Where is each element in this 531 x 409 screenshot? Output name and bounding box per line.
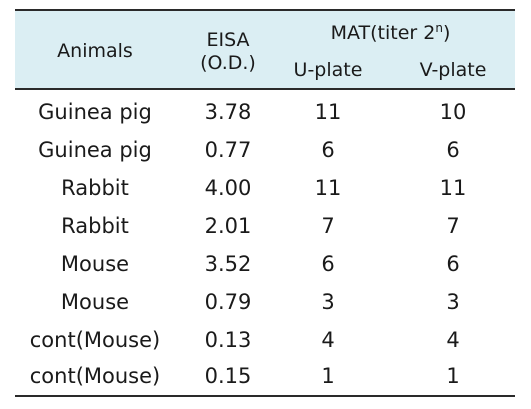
cell-v-plate: 7 xyxy=(446,214,460,238)
table-row: Guinea pig 3.78 11 10 xyxy=(15,94,515,132)
cell-v-plate: 11 xyxy=(439,176,467,200)
cell-u-plate: 11 xyxy=(314,176,342,200)
cell-v-plate: 6 xyxy=(446,252,460,276)
cell-v-plate: 6 xyxy=(446,138,460,162)
header-u-plate: U-plate xyxy=(293,59,363,81)
cell-animal: Rabbit xyxy=(61,214,129,238)
header-mat-exponent: n xyxy=(435,21,443,35)
cell-animal: Rabbit xyxy=(61,176,129,200)
header-mat-suffix: ) xyxy=(442,22,451,44)
top-rule xyxy=(15,9,515,11)
header-animals: Animals xyxy=(57,40,133,62)
cell-u-plate: 6 xyxy=(321,138,335,162)
cell-v-plate: 10 xyxy=(439,100,467,124)
cell-eisa: 0.15 xyxy=(204,364,252,388)
cell-u-plate: 1 xyxy=(321,364,335,388)
header-v-plate: V-plate xyxy=(419,59,487,81)
cell-v-plate: 1 xyxy=(446,364,460,388)
header-eisa: EISA xyxy=(206,29,250,51)
table-row: Mouse 3.52 6 6 xyxy=(15,246,515,284)
cell-eisa: 4.00 xyxy=(204,176,252,200)
cell-animal: Mouse xyxy=(60,290,130,314)
cell-v-plate: 3 xyxy=(446,290,460,314)
cell-animal: cont(Mouse) xyxy=(29,364,161,388)
table-row: Rabbit 2.01 7 7 xyxy=(15,208,515,246)
cell-eisa: 2.01 xyxy=(204,214,252,238)
cell-eisa: 0.13 xyxy=(204,328,252,352)
cell-u-plate: 6 xyxy=(321,252,335,276)
table-row: Mouse 0.79 3 3 xyxy=(15,284,515,322)
cell-eisa: 3.78 xyxy=(204,100,252,124)
cell-animal: Guinea pig xyxy=(38,138,152,162)
header-eisa-unit: (O.D.) xyxy=(200,52,256,74)
header-mat: MAT(titer 2n) xyxy=(278,22,503,43)
cell-u-plate: 7 xyxy=(321,214,335,238)
table-row: Guinea pig 0.77 6 6 xyxy=(15,132,515,170)
cell-animal: Guinea pig xyxy=(38,100,152,124)
cell-v-plate: 4 xyxy=(446,328,460,352)
table-row: Rabbit 4.00 11 11 xyxy=(15,170,515,208)
cell-eisa: 3.52 xyxy=(204,252,252,276)
header-mat-prefix: MAT(titer 2 xyxy=(330,22,436,44)
cell-eisa: 0.77 xyxy=(204,138,252,162)
data-table: Animals EISA (O.D.) MAT(titer 2n) U-plat… xyxy=(15,9,515,397)
cell-u-plate: 4 xyxy=(321,328,335,352)
cell-animal: cont(Mouse) xyxy=(29,328,161,352)
header-rule xyxy=(15,88,515,90)
table-row: cont(Mouse) 0.13 4 4 xyxy=(15,322,515,360)
bottom-rule xyxy=(15,395,515,397)
table-row: cont(Mouse) 0.15 1 1 xyxy=(15,360,515,398)
cell-u-plate: 11 xyxy=(314,100,342,124)
cell-animal: Mouse xyxy=(60,252,130,276)
table-header: Animals EISA (O.D.) MAT(titer 2n) U-plat… xyxy=(15,9,515,88)
cell-eisa: 0.79 xyxy=(204,290,252,314)
cell-u-plate: 3 xyxy=(321,290,335,314)
